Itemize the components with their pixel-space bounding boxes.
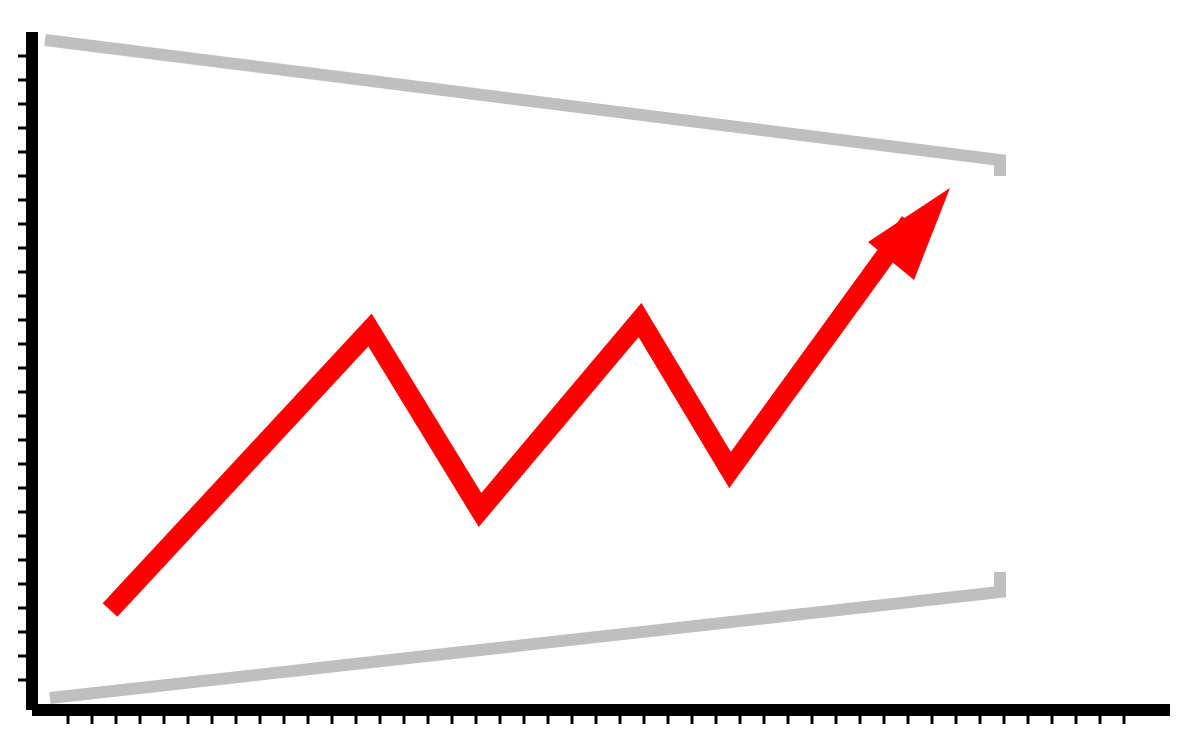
y-axis-ticks (18, 56, 26, 680)
trend-line (110, 222, 910, 610)
x-axis-ticks (68, 716, 1124, 724)
growth-diagram (0, 0, 1200, 746)
lower-band-line (50, 572, 1000, 698)
upper-band-line (45, 40, 1000, 176)
